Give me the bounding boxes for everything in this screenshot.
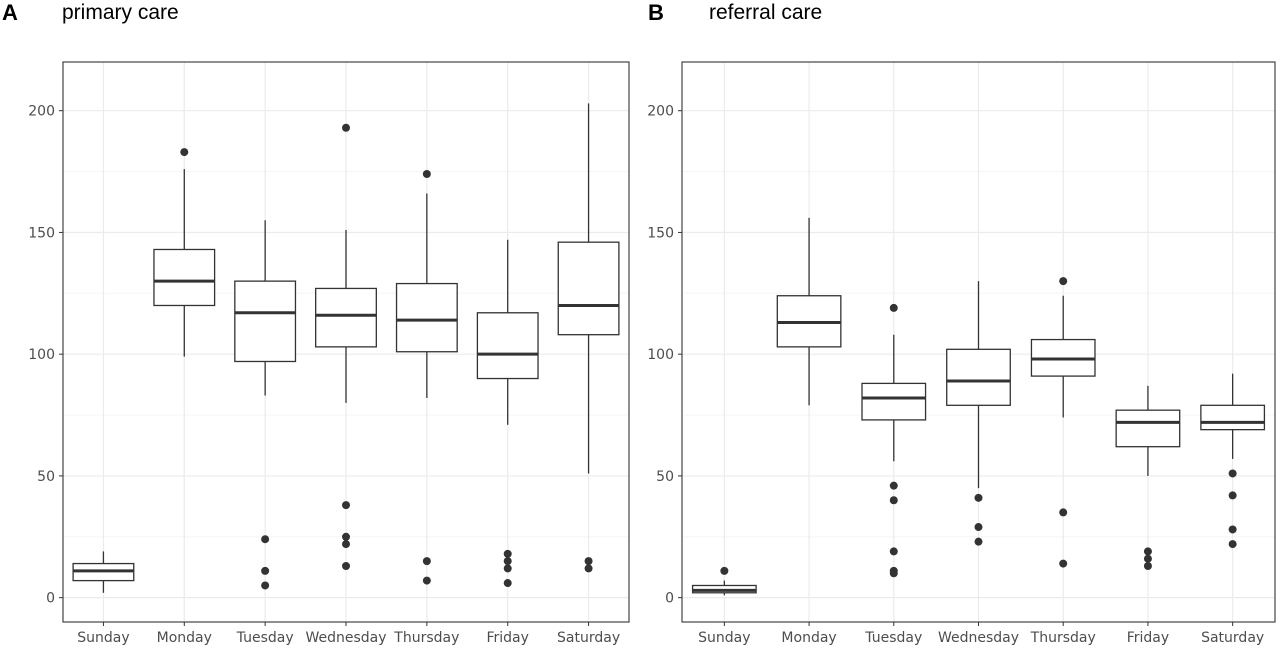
x-tick-label: Monday bbox=[781, 630, 836, 646]
outlier-point bbox=[342, 540, 350, 549]
boxplot-saturday bbox=[557, 103, 620, 573]
panel-border bbox=[62, 61, 630, 623]
outlier-point bbox=[889, 569, 898, 578]
x-tick-label: Sunday bbox=[77, 630, 129, 646]
y-tick-label: 150 bbox=[28, 225, 55, 241]
y-tick-label: 200 bbox=[647, 104, 674, 120]
outlier-point bbox=[974, 493, 983, 502]
outlier-point bbox=[503, 549, 512, 558]
y-tick-label: 50 bbox=[37, 469, 55, 485]
outlier-point bbox=[422, 170, 431, 178]
y-tick-label: 200 bbox=[28, 104, 55, 120]
y-tick-label: 100 bbox=[28, 347, 55, 363]
y-tick-label: 0 bbox=[665, 591, 674, 607]
boxplot-friday bbox=[1115, 385, 1181, 570]
outlier-point bbox=[889, 481, 898, 490]
outlier-point bbox=[1228, 491, 1237, 500]
x-tick-label: Monday bbox=[157, 630, 212, 646]
outlier-point bbox=[503, 579, 512, 588]
x-tick-label: Tuesday bbox=[864, 630, 922, 646]
outlier-point bbox=[889, 496, 898, 505]
panel-referral-care: B referral care 0 50 100 150 200 Sunday Monday… bbox=[647, 0, 1276, 646]
outlier-point bbox=[1228, 540, 1237, 549]
outlier-point bbox=[503, 564, 512, 573]
outlier-point bbox=[1059, 559, 1068, 568]
panel-a-plot-area: 0 50 100 150 200 Sunday Monday Tuesday Wednesday… bbox=[28, 61, 630, 646]
outlier-point bbox=[503, 557, 512, 566]
outlier-point bbox=[720, 566, 729, 575]
panel-b-title: referral care bbox=[709, 1, 822, 24]
x-tick-label: Tuesday bbox=[236, 630, 294, 646]
boxplot-wednesday bbox=[946, 281, 1011, 546]
iqr-box bbox=[153, 248, 216, 307]
x-tick-label: Friday bbox=[486, 630, 528, 646]
iqr-box bbox=[946, 348, 1011, 406]
outlier-point bbox=[422, 576, 431, 585]
x-tick-label: Thursday bbox=[1030, 630, 1096, 646]
iqr-box bbox=[395, 282, 458, 353]
panel-border bbox=[681, 61, 1276, 623]
iqr-box bbox=[1200, 404, 1266, 431]
outlier-point bbox=[1228, 469, 1237, 478]
outlier-point bbox=[974, 523, 983, 532]
boxplot-thursday bbox=[1030, 277, 1096, 568]
x-tick-label: Wednesday bbox=[305, 630, 386, 646]
outlier-point bbox=[1059, 277, 1068, 286]
panel-a-label: A bbox=[2, 0, 18, 25]
x-tick-label: Friday bbox=[1127, 630, 1169, 646]
panel-a-title: primary care bbox=[62, 1, 179, 24]
iqr-box bbox=[1115, 409, 1181, 448]
boxplot-tuesday bbox=[861, 303, 927, 578]
outlier-point bbox=[889, 303, 898, 312]
outlier-point bbox=[889, 547, 898, 556]
outlier-point bbox=[261, 581, 270, 590]
boxplot-friday bbox=[476, 239, 539, 588]
outlier-point bbox=[261, 535, 270, 544]
boxplot-sunday bbox=[691, 566, 757, 596]
outlier-point bbox=[1059, 508, 1068, 517]
outlier-point bbox=[1143, 547, 1152, 556]
y-tick-label: 150 bbox=[647, 225, 674, 241]
y-tick-label: 100 bbox=[647, 347, 674, 363]
outlier-point bbox=[342, 123, 350, 132]
iqr-box bbox=[861, 382, 927, 421]
boxplot-monday bbox=[153, 148, 216, 357]
boxplot-monday bbox=[776, 217, 842, 406]
outlier-point bbox=[584, 564, 593, 573]
boxplot-saturday bbox=[1200, 373, 1266, 549]
outlier-point bbox=[422, 557, 431, 566]
iqr-box bbox=[315, 287, 377, 348]
iqr-box bbox=[234, 280, 297, 363]
x-tick-label: Saturday bbox=[557, 630, 620, 646]
iqr-box bbox=[557, 241, 620, 336]
outlier-point bbox=[974, 537, 983, 546]
x-tick-label: Thursday bbox=[393, 630, 459, 646]
x-tick-label: Sunday bbox=[698, 630, 750, 646]
y-tick-label: 0 bbox=[46, 591, 55, 607]
x-tick-label: Wednesday bbox=[938, 630, 1019, 646]
panel-primary-care: A primary care 0 50 100 150 200 Sunday Monday T… bbox=[2, 0, 630, 646]
panel-b-label: B bbox=[648, 0, 664, 25]
panel-b-plot-area: 0 50 100 150 200 Sunday Monday Tuesday Wednesday… bbox=[647, 61, 1276, 646]
outlier-point bbox=[342, 501, 350, 510]
outlier-point bbox=[1143, 562, 1152, 570]
boxplot-sunday bbox=[72, 551, 135, 593]
iqr-box bbox=[476, 312, 539, 380]
outlier-point bbox=[342, 532, 350, 541]
x-tick-label: Saturday bbox=[1201, 630, 1264, 646]
outlier-point bbox=[342, 562, 350, 570]
outlier-point bbox=[261, 566, 270, 575]
outlier-point bbox=[584, 557, 593, 566]
boxplot-tuesday bbox=[234, 220, 297, 590]
boxplot-wednesday bbox=[315, 123, 377, 570]
outlier-point bbox=[180, 148, 189, 157]
outlier-point bbox=[1228, 525, 1237, 534]
y-tick-label: 50 bbox=[656, 469, 674, 485]
boxplot-thursday bbox=[395, 170, 458, 585]
outlier-point bbox=[1143, 554, 1152, 563]
